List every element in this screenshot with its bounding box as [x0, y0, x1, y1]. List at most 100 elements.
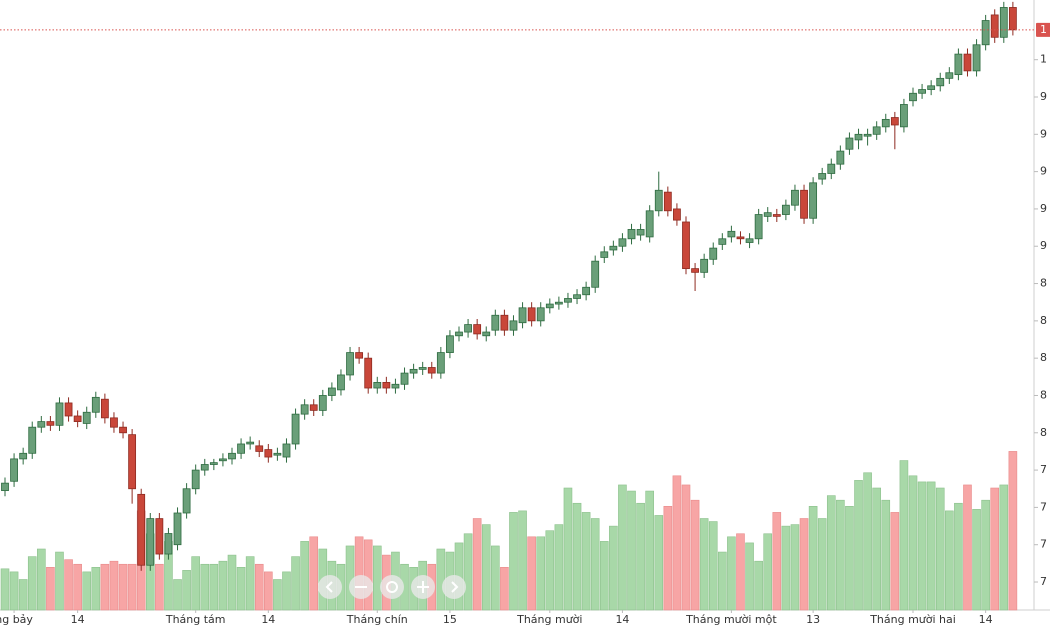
volume-bar: [981, 499, 990, 611]
candle-body: [727, 230, 736, 238]
volume-bar: [890, 512, 900, 611]
volume-bar: [481, 524, 491, 611]
last-price-label: 1: [1040, 23, 1047, 36]
volume-bar: [718, 551, 727, 611]
volume-bar: [699, 518, 709, 611]
candle-body: [473, 324, 482, 335]
x-tick-label: 14: [261, 613, 275, 626]
volume-bar: [954, 502, 963, 611]
reset-button[interactable]: [380, 575, 404, 599]
volume-bar: [926, 481, 936, 611]
candle-body: [255, 445, 264, 452]
volume-bar: [218, 560, 228, 611]
y-tick-label: 9: [1040, 90, 1047, 103]
candle-body: [781, 204, 790, 215]
candle-body: [918, 89, 926, 94]
x-tick-label: Tháng mười hai: [869, 613, 956, 626]
volume-bar: [363, 539, 373, 611]
candle-body: [872, 126, 881, 135]
y-tick-label: 9: [1040, 127, 1047, 140]
candle-body: [945, 72, 954, 79]
candle-body: [237, 443, 245, 454]
volume-bar: [1008, 451, 1018, 611]
x-tick-label: Tháng mười một: [685, 613, 777, 626]
volume-bar: [500, 566, 509, 611]
volume-bar: [845, 505, 854, 611]
candle-body: [981, 20, 990, 46]
x-tick-label: 13: [806, 613, 820, 626]
candle-body: [146, 518, 155, 566]
candle-body: [718, 238, 727, 245]
scroll-left-button[interactable]: [318, 575, 342, 599]
volume-bar: [9, 571, 19, 611]
candle-body: [863, 133, 872, 137]
volume-bar: [191, 556, 200, 611]
candle-body: [1008, 7, 1017, 31]
volume-bar: [472, 518, 482, 611]
volume-bar: [100, 563, 110, 611]
candle-body: [963, 53, 972, 72]
last-price-tag: [1036, 22, 1050, 37]
volume-bar: [46, 566, 55, 611]
volume-bar: [908, 475, 918, 611]
candle-body: [382, 382, 391, 389]
volume-bar: [817, 518, 827, 611]
volume-bar: [636, 502, 645, 611]
volume-bar: [55, 551, 64, 611]
candle-body: [191, 469, 200, 490]
volume-bar: [854, 480, 863, 611]
y-tick-label: 8: [1040, 277, 1047, 290]
volume-bar: [963, 484, 972, 611]
candle-body: [427, 367, 436, 374]
zoom-out-button[interactable]: [349, 575, 373, 599]
candle-body: [364, 357, 373, 389]
volume-bar: [200, 563, 210, 611]
candle-body: [346, 352, 354, 376]
x-tick-label: 14: [615, 613, 629, 626]
candle-body: [400, 372, 409, 385]
candle-body: [200, 464, 209, 471]
y-tick-label: 7: [1040, 500, 1047, 513]
volume-bar: [808, 505, 818, 611]
volume-bar: [681, 484, 691, 611]
volume-bar: [354, 536, 364, 611]
volume-bar: [781, 525, 791, 611]
volume-bar: [282, 571, 291, 611]
volume-bar: [899, 460, 909, 611]
scroll-right-button[interactable]: [442, 575, 466, 599]
volume-bar: [273, 579, 282, 611]
candle-body: [736, 236, 745, 240]
candle-body: [927, 85, 936, 90]
volume-bar: [645, 490, 654, 611]
candle-body: [37, 421, 46, 428]
candle-body: [654, 189, 663, 212]
volume-bar: [209, 563, 219, 611]
candle-body: [881, 118, 890, 128]
volume-bar: [590, 518, 600, 611]
candle-body: [264, 449, 273, 458]
volume-bar: [618, 484, 627, 611]
volume-bar: [64, 559, 73, 611]
candle-body: [609, 245, 618, 251]
volume-bar: [772, 512, 782, 611]
volume-bar: [727, 536, 736, 611]
volume-bar: [536, 536, 546, 611]
candle-body: [745, 238, 754, 243]
candle-body: [673, 208, 681, 221]
candle-body: [1, 482, 9, 492]
volume-bar: [690, 499, 700, 611]
volume-bar: [227, 554, 237, 611]
candle-body: [573, 294, 581, 299]
candle-body: [464, 324, 472, 333]
zoom-in-button[interactable]: [411, 575, 435, 599]
candle-body: [327, 387, 336, 396]
y-tick-label: 8: [1040, 426, 1047, 439]
volume-bar: [881, 499, 891, 611]
candle-body: [209, 462, 218, 465]
volume-bar: [73, 563, 82, 611]
candle-body: [836, 150, 845, 165]
candle-body: [527, 307, 536, 322]
candle-body: [999, 7, 1008, 38]
candle-body: [545, 303, 554, 309]
